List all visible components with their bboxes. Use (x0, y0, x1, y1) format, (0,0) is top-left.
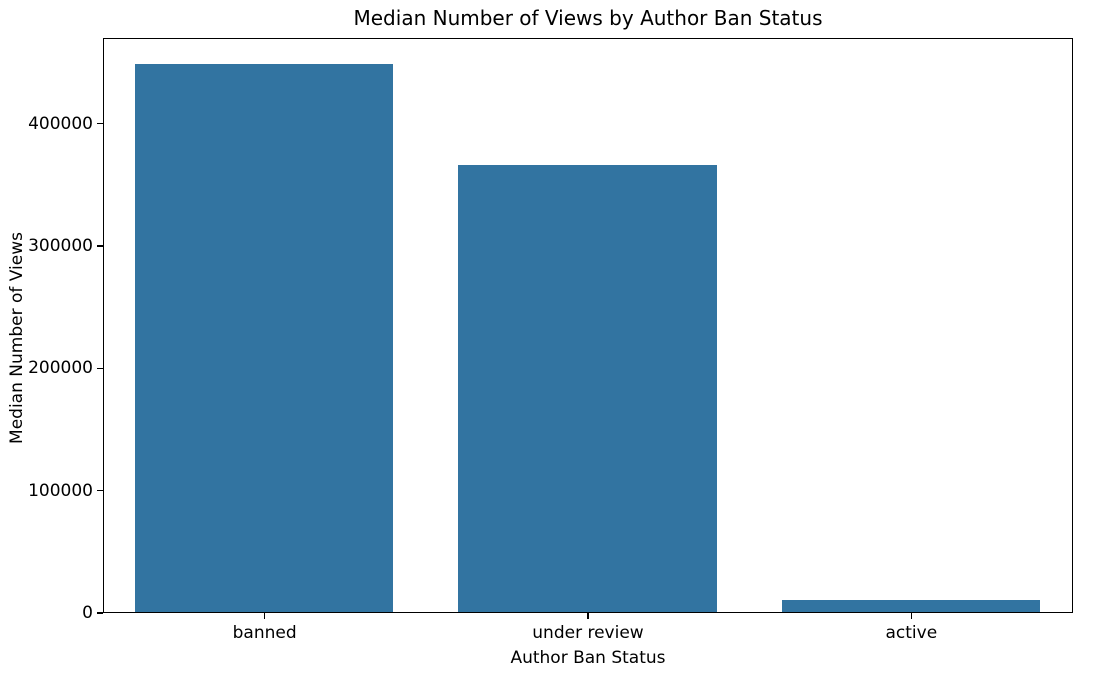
x-axis-label: Author Ban Status (510, 648, 666, 668)
y-tick-label: 400000 (28, 113, 93, 134)
y-tick-mark (97, 489, 103, 492)
x-tick-mark (263, 613, 266, 619)
x-tick-mark (587, 613, 589, 619)
plot-area (103, 38, 1073, 613)
y-tick-label: 0 (82, 603, 93, 623)
y-tick-mark (97, 612, 103, 614)
y-tick-mark (97, 122, 103, 125)
y-axis-label-text: Median Number of Views (7, 232, 27, 444)
y-tick-mark (97, 245, 103, 247)
x-tick-mark (910, 613, 913, 619)
bar-banned (134, 63, 394, 612)
y-tick-label: 100000 (28, 480, 93, 501)
x-tick-label-active: active (885, 623, 938, 643)
y-tick-mark (97, 367, 103, 370)
y-tick-label: 300000 (28, 235, 93, 256)
y-tick-label: 200000 (28, 358, 93, 379)
x-tick-label-banned: banned (232, 623, 297, 643)
bar-under-review (458, 165, 717, 612)
bar-active (781, 600, 1041, 612)
x-tick-label-under-review: under review (532, 623, 644, 643)
chart-title: Median Number of Views by Author Ban Sta… (353, 6, 823, 30)
